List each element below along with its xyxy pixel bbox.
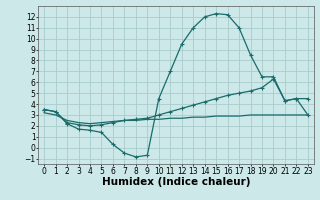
X-axis label: Humidex (Indice chaleur): Humidex (Indice chaleur) — [102, 177, 250, 187]
